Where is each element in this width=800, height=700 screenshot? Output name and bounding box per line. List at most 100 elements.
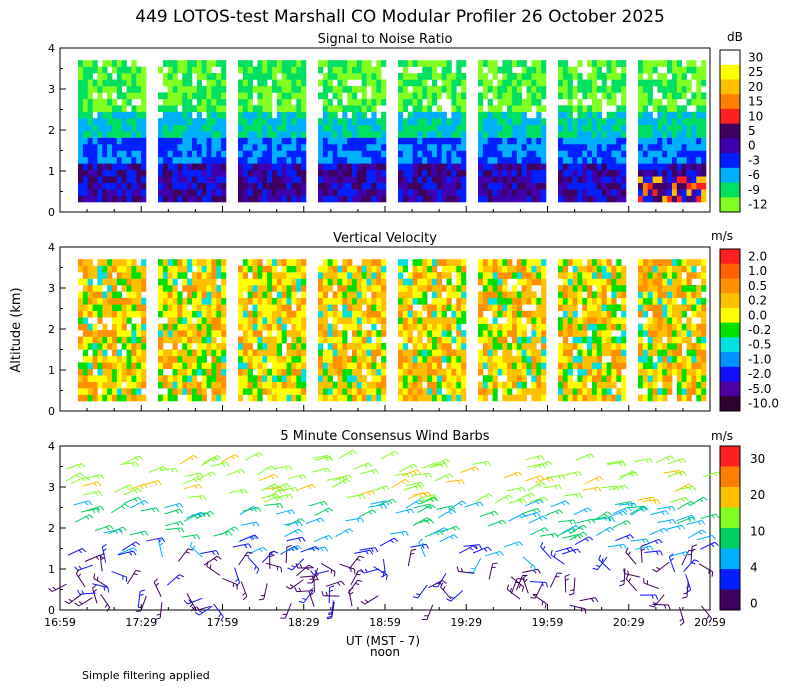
velocity-cell (216, 284, 222, 292)
velocity-cell (487, 368, 493, 376)
snr-cell (642, 85, 649, 93)
velocity-cell (182, 297, 188, 305)
velocity-cell (267, 375, 273, 382)
velocity-cell (102, 381, 108, 389)
velocity-cell (422, 330, 428, 337)
velocity-cell (211, 381, 217, 389)
snr-cell (136, 73, 142, 80)
velocity-cell (398, 368, 404, 376)
snr-cell (242, 79, 249, 87)
velocity-cell (492, 336, 498, 344)
wind-barb-flag (107, 587, 110, 593)
velocity-cell (381, 272, 387, 279)
snr-cell (521, 124, 527, 132)
velocity-cell (526, 336, 532, 344)
velocity-cell (691, 265, 697, 273)
snr-cell (432, 124, 438, 132)
wind-barb-flag (541, 582, 544, 587)
velocity-cell (417, 323, 423, 331)
velocity-cell (582, 394, 588, 402)
snr-cell (417, 111, 423, 119)
snr-cell (502, 182, 508, 190)
velocity-cell (131, 375, 137, 382)
velocity-cell (272, 349, 278, 357)
snr-cell (281, 189, 287, 196)
snr-cell (216, 98, 222, 106)
velocity-cell (676, 278, 683, 286)
snr-cell (516, 137, 523, 145)
velocity-cell (512, 297, 518, 305)
velocity-cell (177, 336, 183, 344)
velocity-cell (667, 284, 673, 292)
snr-cell (596, 118, 603, 125)
velocity-cell (432, 394, 438, 402)
velocity-cell (78, 362, 84, 370)
snr-cell (536, 111, 542, 119)
velocity-cell (512, 336, 518, 344)
snr-cell (82, 66, 89, 74)
wind-barb-flag (225, 462, 230, 467)
snr-cell (182, 176, 188, 183)
snr-cell (366, 79, 372, 87)
velocity-cell (206, 304, 212, 312)
velocity-cell (281, 291, 287, 299)
velocity-cell (478, 355, 484, 363)
velocity-cell (78, 310, 84, 318)
velocity-cell (696, 368, 702, 376)
snr-cell (121, 137, 127, 145)
snr-cell (642, 98, 649, 106)
velocity-cell (257, 394, 263, 402)
snr-cell (672, 195, 678, 203)
velocity-cell (611, 336, 617, 344)
snr-cell (366, 143, 372, 151)
snr-cell (242, 169, 249, 177)
snr-cell (206, 124, 212, 132)
snr-cell (87, 156, 93, 164)
velocity-cell (572, 284, 578, 292)
velocity-cell (512, 265, 518, 273)
velocity-cell (422, 291, 428, 299)
velocity-cell (676, 381, 683, 389)
snr-cell (667, 92, 673, 100)
velocity-cell (681, 284, 687, 292)
velocity-cell (407, 375, 413, 382)
velocity-cell (337, 375, 343, 382)
snr-cell (286, 182, 292, 190)
velocity-cell (451, 259, 457, 266)
velocity-cell (562, 265, 569, 273)
velocity-cell (696, 355, 702, 363)
snr-cell (691, 150, 697, 158)
snr-cell (572, 143, 578, 151)
velocity-cell (158, 349, 164, 357)
velocity-cell (446, 381, 452, 389)
snr-cell (558, 143, 564, 151)
velocity-cell (158, 284, 164, 292)
velocity-cell (112, 336, 118, 344)
snr-cell (657, 150, 663, 158)
velocity-cell (662, 272, 668, 279)
velocity-cell (286, 394, 292, 402)
snr-cell (662, 195, 668, 203)
velocity-cell (182, 259, 188, 266)
wind-barb-flag (342, 480, 347, 484)
velocity-cell (182, 342, 188, 350)
snr-cell (461, 60, 467, 67)
velocity-cell (611, 362, 617, 370)
snr-cell (441, 137, 447, 145)
snr-cell (596, 150, 603, 158)
snr-cell (112, 137, 118, 145)
snr-cell (196, 143, 203, 151)
snr-cell (492, 176, 498, 183)
velocity-cell (126, 362, 132, 370)
wind-barb-flag (135, 541, 141, 546)
velocity-cell (446, 278, 452, 286)
snr-cell (417, 98, 423, 106)
snr-cell (512, 79, 518, 87)
velocity-cell (318, 368, 324, 376)
velocity-cell (412, 349, 418, 357)
snr-cell (291, 137, 297, 145)
velocity-cell (686, 265, 692, 273)
snr-cell (662, 150, 668, 158)
snr-cell (262, 176, 268, 183)
